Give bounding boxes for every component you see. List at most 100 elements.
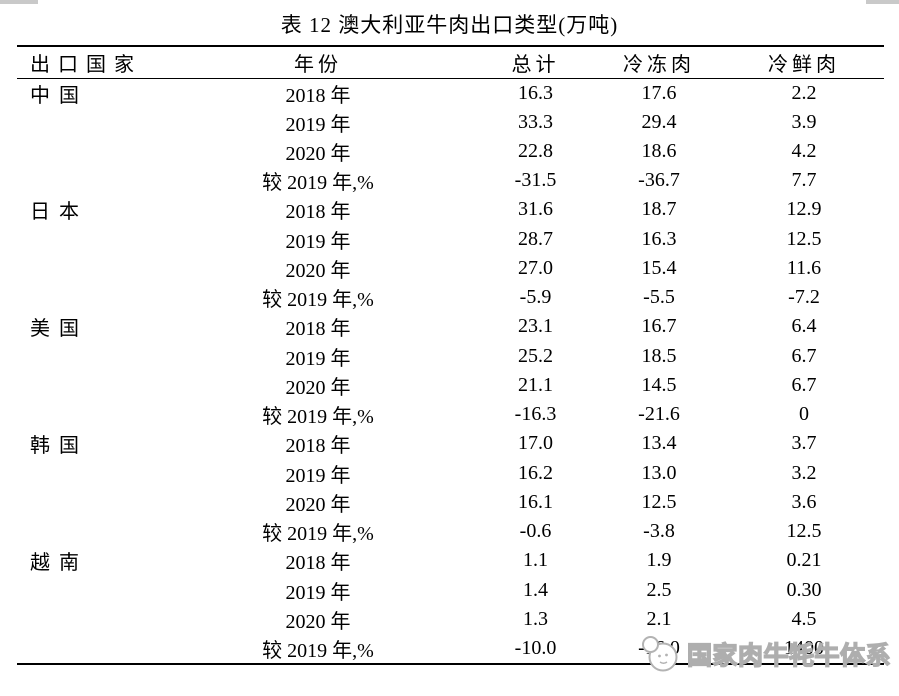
table-title: 表 12 澳大利亚牛肉出口类型(万吨) [280,13,619,37]
country-cell [17,137,173,166]
table-row: 韩国 2018 年 17.0 13.4 3.7 [17,429,884,458]
chilled-value-cell: 3.7 [791,432,817,455]
column-header-country: 出口国家 [30,53,142,76]
chilled-value-cell: 6.7 [791,373,817,396]
country-cell: 韩国 [30,435,88,458]
country-cell [17,166,173,195]
frozen-value-cell: 16.7 [641,315,677,338]
table-row: 较 2019 年,% -5.9 -5.5 -7.2 [17,283,884,312]
column-header-frozen: 冷冻肉 [623,53,695,76]
total-value-cell: 27.0 [518,256,553,279]
chilled-value-cell: 4.2 [791,139,817,162]
frozen-value-cell: 2.1 [646,607,672,630]
total-value-cell: -31.5 [514,169,557,192]
table-row: 2019 年 25.2 18.5 6.7 [17,342,884,371]
chilled-value-cell: 7.7 [791,169,817,192]
chilled-value-cell: 0.21 [786,549,822,572]
total-value-cell: 23.1 [518,315,553,338]
chilled-value-cell: 12.5 [786,227,822,250]
table-header-row: 出口国家 年份 总计 冷冻肉 冷鲜肉 [17,46,884,78]
total-value-cell: 17.0 [518,432,553,455]
frozen-value-cell: 12.5 [641,490,677,513]
chilled-value-cell: 4.5 [791,607,817,630]
table-row: 2020 年 27.0 15.4 11.6 [17,254,884,283]
year-cell: 2020 年 [285,376,351,399]
country-cell [17,371,173,400]
chilled-value-cell: 3.9 [791,110,817,133]
total-value-cell: -5.9 [519,286,552,309]
frozen-value-cell: 2.5 [646,578,672,601]
beef-export-table: 出口国家 年份 总计 冷冻肉 冷鲜肉 中国 2018 年 16.3 17.6 2.2 20… [17,45,884,665]
chilled-value-cell: 3.2 [791,461,817,484]
year-cell: 2018 年 [285,435,351,458]
year-cell: 2018 年 [285,84,351,107]
vs-2019-pct-cell: 较 2019 年,% [262,406,374,429]
year-cell: 2019 年 [285,347,351,370]
frozen-value-cell: -21.6 [638,403,680,426]
table-row: 中国 2018 年 16.3 17.6 2.2 [17,78,884,108]
table-row: 美国 2018 年 23.1 16.7 6.4 [17,312,884,341]
country-cell: 越南 [30,552,88,575]
frozen-value-cell: 14.5 [641,373,677,396]
frozen-value-cell: -3.8 [643,520,675,543]
total-value-cell: 16.1 [518,490,553,513]
total-value-cell: 16.2 [518,461,553,484]
country-cell [17,283,173,312]
country-cell [17,400,173,429]
total-value-cell: -16.3 [514,403,557,426]
table-row: 2019 年 33.3 29.4 3.9 [17,108,884,137]
total-value-cell: 1.1 [523,549,548,572]
table-row: 2019 年 28.7 16.3 12.5 [17,225,884,254]
country-cell [17,342,173,371]
country-cell [17,459,173,488]
year-cell: 2020 年 [285,610,351,633]
year-cell: 2019 年 [285,464,351,487]
frozen-value-cell: 18.7 [641,198,677,221]
column-header-chilled: 冷鲜肉 [768,53,840,76]
country-cell [17,634,173,664]
screen-edge-artifact-left [0,0,38,4]
country-cell [17,108,173,137]
total-value-cell: 1.3 [523,607,548,630]
table-row: 较 2019 年,% -31.5 -36.7 7.7 [17,166,884,195]
year-cell: 2018 年 [285,552,351,575]
country-cell: 日本 [30,201,88,224]
vs-2019-pct-cell: 较 2019 年,% [262,172,374,195]
vs-2019-pct-cell: 较 2019 年,% [262,640,374,662]
table-row: 2020 年 1.3 2.1 4.5 [17,605,884,634]
total-value-cell: 1.4 [523,578,548,601]
column-header-total: 总计 [511,53,560,76]
total-value-cell: 33.3 [518,110,553,133]
chilled-value-cell: 3.6 [791,490,817,513]
table-row: 较 2019 年,% -10.0 -16.0 1400 [17,634,884,664]
table-row: 日本 2018 年 31.6 18.7 12.9 [17,195,884,224]
country-cell [17,225,173,254]
column-header-year: 年份 [294,53,342,76]
chilled-value-cell: 12.5 [786,520,822,543]
chilled-value-cell: 0 [799,403,809,426]
country-cell [17,605,173,634]
frozen-value-cell: 18.5 [641,344,677,367]
screen-edge-artifact-right [866,0,899,4]
total-value-cell: -0.6 [519,520,552,543]
frozen-value-cell: 1.9 [646,549,672,572]
chilled-value-cell: 6.7 [791,344,817,367]
table-row: 越南 2018 年 1.1 1.9 0.21 [17,546,884,575]
chilled-value-cell: 2.2 [791,81,817,104]
chilled-value-cell: 11.6 [786,256,822,279]
year-cell: 2018 年 [285,201,351,224]
year-cell: 2018 年 [285,318,351,341]
table-row: 2019 年 16.2 13.0 3.2 [17,459,884,488]
table-row: 2020 年 21.1 14.5 6.7 [17,371,884,400]
chilled-value-cell: 0.30 [786,578,822,601]
chilled-value-cell: 1400 [784,637,824,659]
country-cell [17,517,173,546]
frozen-value-cell: 13.4 [641,432,677,455]
frozen-value-cell: -36.7 [638,169,680,192]
year-cell: 2020 年 [285,259,351,282]
country-cell [17,488,173,517]
country-cell: 中国 [30,84,88,107]
table-row: 2020 年 16.1 12.5 3.6 [17,488,884,517]
country-cell: 美国 [30,318,88,341]
total-value-cell: 22.8 [518,139,553,162]
